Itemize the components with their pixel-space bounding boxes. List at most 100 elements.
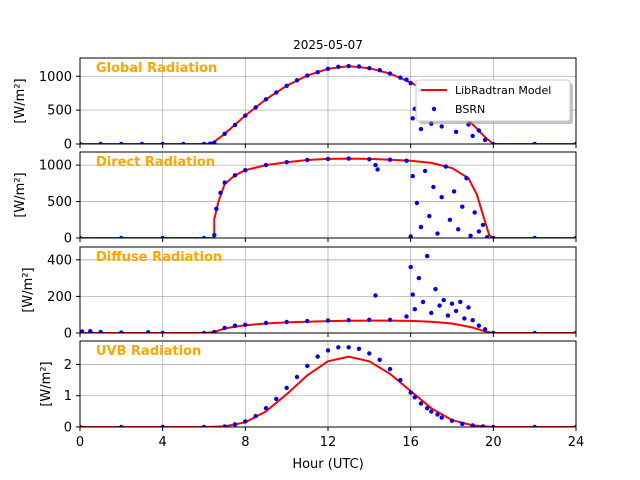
bsrn-point	[476, 229, 482, 234]
panel-2: 0 500 1000 Direct Radiation [W/m²]	[13, 151, 577, 247]
bsrn-point	[253, 105, 258, 110]
bsrn-point	[325, 156, 331, 162]
panel-title: Diffuse Radiation	[96, 250, 222, 265]
bsrn-point	[387, 366, 393, 372]
bsrn-point	[346, 63, 351, 69]
y-tick-label: 400	[47, 253, 72, 268]
bsrn-point	[387, 157, 393, 162]
bsrn-point	[532, 330, 537, 333]
bsrn-point	[480, 222, 486, 228]
bsrn-point	[146, 330, 151, 333]
bsrn-point	[439, 124, 444, 129]
bsrn-point	[356, 64, 362, 69]
bsrn-point	[414, 200, 420, 206]
bsrn-point	[274, 396, 279, 402]
panel-title: UVB Radiation	[96, 344, 201, 359]
bsrn-point	[573, 235, 576, 238]
y-axis-label: [W/m²]	[13, 78, 28, 123]
bsrn-point	[470, 133, 475, 139]
bsrn-point	[416, 275, 422, 281]
bsrn-point	[367, 317, 372, 322]
bsrn-point	[214, 206, 219, 211]
x-axis-label: Hour (UTC)	[292, 457, 363, 472]
bsrn-point	[532, 424, 537, 427]
bsrn-point	[429, 310, 434, 316]
bsrn-point	[427, 213, 432, 219]
bsrn-point	[346, 318, 351, 323]
bsrn-point	[305, 363, 310, 369]
bsrn-point	[325, 318, 331, 323]
bsrn-point	[377, 357, 382, 362]
bsrn-point	[160, 235, 165, 238]
bsrn-point	[468, 233, 473, 238]
bsrn-point	[346, 345, 351, 350]
bsrn-point	[484, 235, 490, 238]
bsrn-point	[387, 317, 393, 322]
bsrn-point	[443, 164, 448, 169]
legend-dot-marker	[431, 106, 437, 112]
bsrn-point	[425, 253, 430, 259]
bsrn-point	[263, 97, 269, 102]
bsrn-series	[80, 156, 576, 238]
bsrn-point	[466, 305, 471, 310]
bsrn-point	[80, 329, 85, 333]
bsrn-point	[422, 168, 428, 174]
bsrn-point	[253, 413, 258, 419]
bsrn-point	[441, 297, 446, 303]
bsrn-point	[222, 131, 227, 136]
bsrn-point	[480, 424, 486, 427]
bsrn-point	[274, 90, 279, 95]
bsrn-point	[160, 424, 165, 427]
bsrn-point	[201, 330, 207, 333]
bsrn-point	[458, 299, 463, 305]
bsrn-point	[263, 162, 269, 168]
bsrn-point	[201, 141, 207, 144]
bsrn-point	[305, 157, 310, 163]
panel-1: 0 500 1000 Global Radiation [W/m²]	[13, 57, 577, 153]
bsrn-point	[336, 345, 341, 350]
bsrn-point	[410, 116, 415, 121]
bsrn-point	[373, 293, 378, 298]
bsrn-point	[212, 140, 217, 144]
bsrn-point	[451, 189, 457, 194]
bsrn-point	[410, 292, 415, 297]
bsrn-point	[460, 421, 465, 427]
bsrn-point	[212, 329, 217, 333]
bsrn-point	[445, 313, 451, 318]
bsrn-point	[346, 156, 351, 161]
bsrn-point	[482, 137, 488, 143]
bsrn-point	[243, 168, 248, 173]
y-tick-label: 200	[47, 290, 72, 305]
bsrn-point	[98, 141, 103, 144]
bsrn-point	[408, 80, 413, 86]
bsrn-point	[435, 412, 440, 417]
y-tick-label: 0	[64, 232, 72, 247]
bsrn-point	[433, 286, 438, 292]
y-axis-label: [W/m²]	[39, 361, 54, 406]
bsrn-point	[470, 318, 475, 323]
y-axis-label: [W/m²]	[13, 172, 28, 217]
bsrn-point	[80, 235, 83, 238]
bsrn-point	[305, 318, 310, 324]
x-tick-label: 24	[568, 435, 585, 450]
bsrn-point	[491, 235, 496, 238]
bsrn-point	[325, 348, 331, 353]
bsrn-point	[464, 176, 469, 181]
legend-box	[415, 79, 571, 122]
bsrn-point	[453, 308, 459, 314]
bsrn-point	[456, 227, 461, 232]
bsrn-point	[201, 424, 207, 427]
bsrn-point	[367, 66, 372, 71]
bsrn-point	[375, 167, 380, 172]
bsrn-point	[439, 415, 444, 420]
bsrn-point	[408, 234, 413, 238]
bsrn-point	[404, 314, 409, 319]
panel-3: 0 200 400 Diffuse Radiation [W/m²]	[21, 246, 577, 342]
bsrn-point	[119, 424, 124, 427]
bsrn-point	[336, 64, 341, 70]
bsrn-point	[573, 424, 576, 427]
bsrn-point	[367, 157, 372, 162]
bsrn-point	[491, 424, 496, 427]
